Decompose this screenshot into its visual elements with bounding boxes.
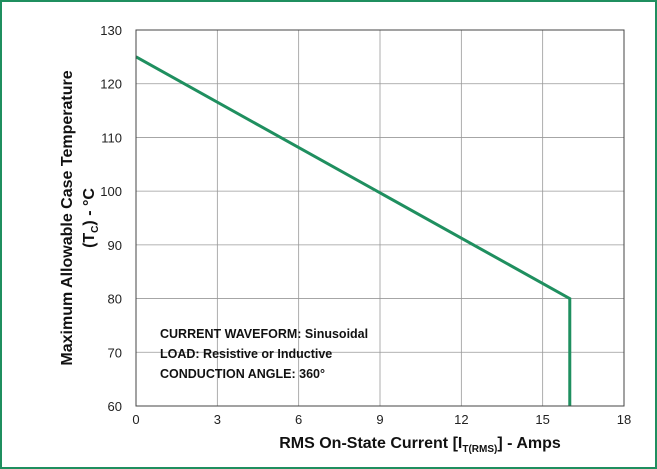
y-tick-label: 120 — [100, 77, 122, 92]
annotation-load: LOAD: Resistive or Inductive — [160, 347, 332, 361]
x-tick-label: 18 — [617, 412, 631, 427]
y-tick-label: 80 — [108, 292, 122, 307]
y-axis-label-line2-subscript: C — [90, 226, 101, 233]
y-tick-label: 110 — [101, 130, 122, 145]
x-axis-label: RMS On-State Current [IT(RMS)] - Amps — [279, 435, 561, 455]
y-tick-label: 100 — [100, 184, 122, 199]
y-tick-label: 130 — [100, 23, 122, 38]
x-axis-label-subscript: T(RMS) — [462, 444, 497, 455]
y-tick-label: 60 — [108, 399, 122, 414]
x-tick-label: 12 — [454, 412, 468, 427]
x-tick-label: 0 — [132, 412, 139, 427]
x-tick-label: 3 — [214, 412, 221, 427]
y-axis-label-line2-pre: (T — [81, 233, 98, 248]
x-axis-label-main: RMS On-State Current [I — [279, 435, 462, 452]
series-group — [135, 55, 572, 406]
y-axis-label-line1: Maximum Allowable Case Temperature — [59, 70, 76, 365]
y-tick-labels: 60 70 80 90 100 110 120 130 — [100, 23, 122, 414]
x-tick-label: 15 — [535, 412, 549, 427]
x-tick-label: 6 — [295, 412, 302, 427]
y-tick-label: 90 — [108, 238, 122, 253]
series-line-0 — [135, 55, 572, 406]
x-axis-label-tail: ] - Amps — [497, 435, 561, 452]
annotation-block: CURRENT WAVEFORM: Sinusoidal LOAD: Resis… — [160, 327, 368, 381]
x-tick-label: 9 — [376, 412, 383, 427]
y-tick-label: 70 — [108, 345, 122, 360]
y-axis-label-line2-post: ) - °C — [81, 188, 98, 226]
annotation-waveform: CURRENT WAVEFORM: Sinusoidal — [160, 327, 368, 341]
y-axis-label-line2: (TC) - °C — [81, 188, 101, 248]
x-tick-labels: 0 3 6 9 12 15 18 — [132, 412, 631, 427]
plot-area — [135, 29, 625, 407]
annotation-conduction-angle: CONDUCTION ANGLE: 360° — [160, 367, 325, 381]
